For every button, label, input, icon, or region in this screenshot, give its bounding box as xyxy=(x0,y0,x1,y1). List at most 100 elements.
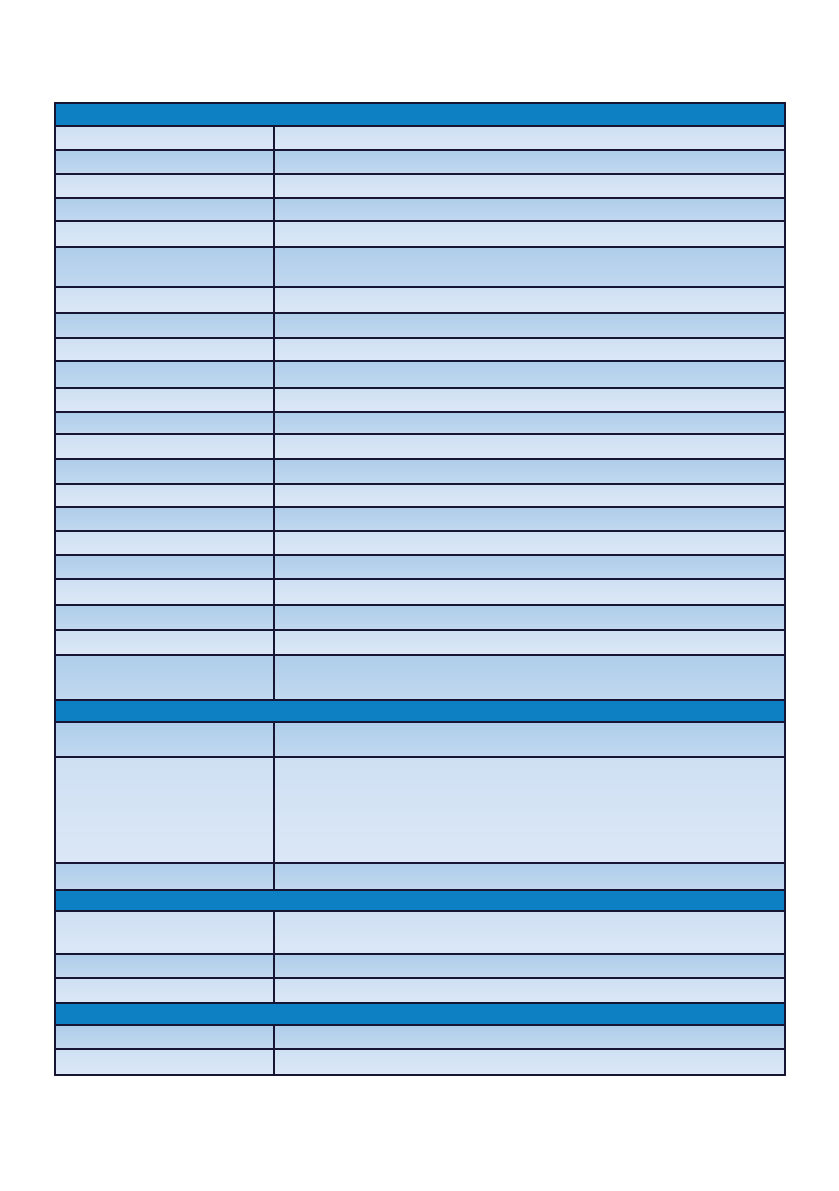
spec-label-cell xyxy=(54,312,275,339)
spec-value-cell xyxy=(273,953,786,979)
spec-row xyxy=(54,953,786,979)
spec-row xyxy=(54,554,786,580)
spec-row xyxy=(54,977,786,1004)
spec-row xyxy=(54,506,786,532)
spec-value-cell xyxy=(273,286,786,314)
spec-row xyxy=(54,246,786,288)
spec-label-cell xyxy=(54,953,275,979)
spec-label-cell xyxy=(54,387,275,413)
spec-value-cell xyxy=(273,197,786,222)
spec-label-cell xyxy=(54,977,275,1004)
spec-row xyxy=(54,1048,786,1076)
spec-label-cell xyxy=(54,654,275,701)
spec-row xyxy=(54,125,786,151)
spec-value-cell xyxy=(273,654,786,701)
spec-value-cell xyxy=(273,337,786,362)
spec-label-cell xyxy=(54,506,275,532)
spec-label-cell xyxy=(54,530,275,556)
spec-row xyxy=(54,483,786,508)
spec-label-cell xyxy=(54,458,275,485)
spec-row xyxy=(54,411,786,435)
spec-row xyxy=(54,312,786,339)
spec-row xyxy=(54,220,786,248)
spec-label-cell xyxy=(54,286,275,314)
spec-value-cell xyxy=(273,506,786,532)
spec-row xyxy=(54,337,786,362)
section-header-row-3 xyxy=(54,889,786,912)
spec-row xyxy=(54,1024,786,1050)
spec-row xyxy=(54,149,786,175)
spec-row xyxy=(54,629,786,656)
spec-label-cell xyxy=(54,1048,275,1076)
spec-label-cell xyxy=(54,483,275,508)
spec-value-cell xyxy=(273,483,786,508)
spec-value-cell xyxy=(273,604,786,631)
section-header-row-2 xyxy=(54,699,786,723)
spec-row xyxy=(54,286,786,314)
spec-value-cell xyxy=(273,360,786,389)
spec-value-cell xyxy=(273,629,786,656)
spec-table xyxy=(54,102,786,1076)
spec-label-cell xyxy=(54,629,275,656)
spec-row xyxy=(54,578,786,606)
spec-row xyxy=(54,433,786,460)
spec-value-cell xyxy=(273,1048,786,1076)
spec-label-cell xyxy=(54,220,275,248)
spec-row xyxy=(54,604,786,631)
spec-value-cell xyxy=(273,862,786,891)
spec-value-cell xyxy=(273,220,786,248)
spec-row xyxy=(54,530,786,556)
spec-label-cell xyxy=(54,554,275,580)
spec-value-cell xyxy=(273,1024,786,1050)
spec-value-cell xyxy=(273,411,786,435)
section-header-row-4 xyxy=(54,1002,786,1026)
spec-value-cell xyxy=(273,125,786,151)
spec-row xyxy=(54,862,786,891)
spec-table-body xyxy=(54,102,786,1076)
section-header-cell xyxy=(54,1002,786,1026)
spec-label-cell xyxy=(54,1024,275,1050)
spec-label-cell xyxy=(54,173,275,199)
spec-row xyxy=(54,721,786,758)
spec-row xyxy=(54,173,786,199)
section-header-row-1 xyxy=(54,102,786,127)
spec-value-cell xyxy=(273,530,786,556)
spec-value-cell xyxy=(273,554,786,580)
section-header-cell xyxy=(54,102,786,127)
spec-label-cell xyxy=(54,360,275,389)
spec-value-cell xyxy=(273,173,786,199)
spec-value-cell xyxy=(273,312,786,339)
spec-label-cell xyxy=(54,756,275,864)
spec-row xyxy=(54,360,786,389)
spec-label-cell xyxy=(54,433,275,460)
spec-label-cell xyxy=(54,910,275,955)
spec-value-cell xyxy=(273,910,786,955)
spec-label-cell xyxy=(54,604,275,631)
spec-value-cell xyxy=(273,721,786,758)
spec-row xyxy=(54,756,786,864)
spec-value-cell xyxy=(273,149,786,175)
spec-row xyxy=(54,910,786,955)
spec-label-cell xyxy=(54,721,275,758)
spec-label-cell xyxy=(54,862,275,891)
spec-value-cell xyxy=(273,246,786,288)
spec-value-cell xyxy=(273,433,786,460)
spec-value-cell xyxy=(273,458,786,485)
spec-label-cell xyxy=(54,125,275,151)
spec-value-cell xyxy=(273,387,786,413)
spec-value-cell xyxy=(273,578,786,606)
spec-row xyxy=(54,197,786,222)
spec-label-cell xyxy=(54,197,275,222)
spec-row xyxy=(54,654,786,701)
section-header-cell xyxy=(54,889,786,912)
spec-label-cell xyxy=(54,337,275,362)
spec-label-cell xyxy=(54,411,275,435)
spec-value-cell xyxy=(273,977,786,1004)
section-header-cell xyxy=(54,699,786,723)
spec-label-cell xyxy=(54,149,275,175)
spec-label-cell xyxy=(54,578,275,606)
spec-value-cell xyxy=(273,756,786,864)
spec-row xyxy=(54,387,786,413)
spec-row xyxy=(54,458,786,485)
